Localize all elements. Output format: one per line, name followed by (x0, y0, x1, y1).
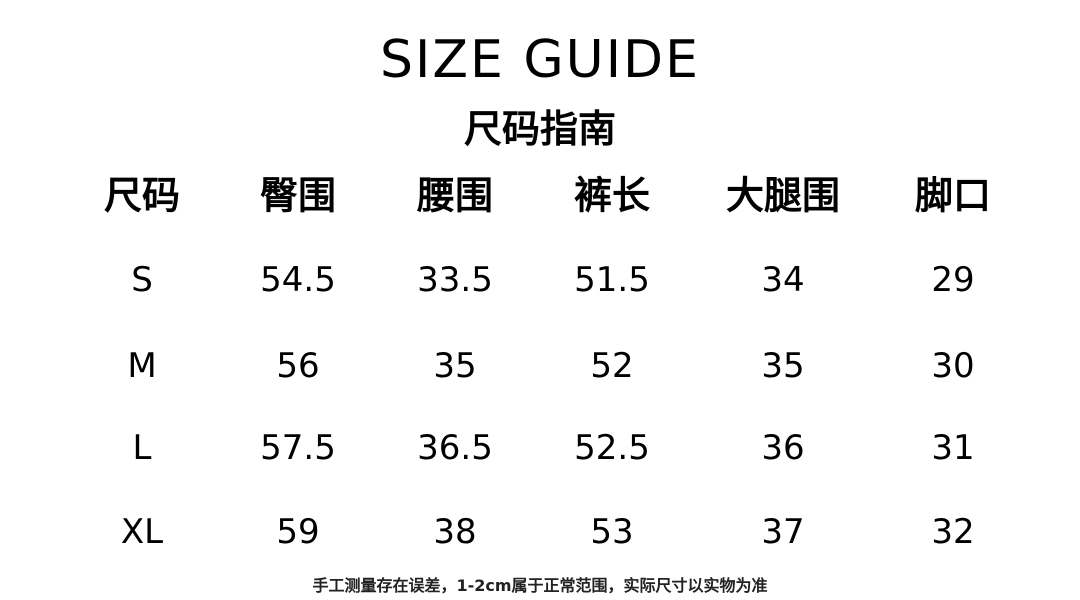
page-title: SIZE GUIDE (380, 30, 700, 90)
column-header: 臀围 (259, 173, 336, 218)
table-cell: 52 (590, 346, 634, 386)
size-label: L (132, 428, 152, 468)
column-header: 大腿围 (725, 173, 840, 218)
column-header: 裤长 (573, 173, 650, 218)
table-cell: 56 (276, 346, 320, 386)
column-header: 脚口 (914, 173, 991, 218)
table-cell: 32 (931, 512, 975, 552)
measurement-note: 手工测量存在误差，1-2cm属于正常范围，实际尺寸以实物为准 (312, 576, 768, 595)
table-cell: 33.5 (417, 260, 493, 300)
page-subtitle: 尺码指南 (463, 107, 616, 151)
size-label: M (127, 346, 157, 386)
size-label: XL (120, 512, 164, 552)
table-cell: 35 (761, 346, 805, 386)
table-cell: 36.5 (417, 428, 493, 468)
table-cell: 53 (590, 512, 634, 552)
table-cell: 54.5 (260, 260, 336, 300)
table-cell: 36 (761, 428, 805, 468)
table-cell: 59 (276, 512, 320, 552)
size-label: S (131, 260, 153, 300)
table-cell: 51.5 (574, 260, 650, 300)
table-cell: 30 (931, 346, 975, 386)
table-cell: 38 (433, 512, 477, 552)
table-cell: 31 (931, 428, 975, 468)
table-cell: 57.5 (260, 428, 336, 468)
table-cell: 52.5 (574, 428, 650, 468)
table-cell: 37 (761, 512, 805, 552)
column-header: 尺码 (103, 173, 180, 218)
table-cell: 35 (433, 346, 477, 386)
table-cell: 29 (931, 260, 975, 300)
table-cell: 34 (761, 260, 805, 300)
column-header: 腰围 (416, 173, 493, 218)
